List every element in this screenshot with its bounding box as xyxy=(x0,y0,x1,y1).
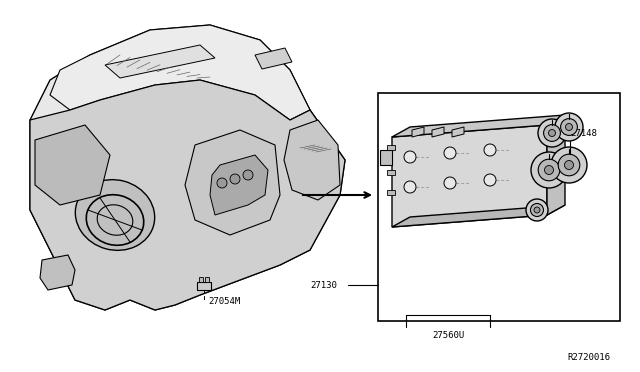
Bar xyxy=(387,190,395,195)
Polygon shape xyxy=(40,255,75,290)
Polygon shape xyxy=(185,130,280,235)
Bar xyxy=(199,277,203,282)
Polygon shape xyxy=(35,125,110,205)
Ellipse shape xyxy=(534,207,540,213)
Ellipse shape xyxy=(555,113,583,141)
Ellipse shape xyxy=(76,180,155,250)
Ellipse shape xyxy=(538,159,560,181)
Polygon shape xyxy=(30,25,345,310)
Polygon shape xyxy=(392,205,565,227)
Ellipse shape xyxy=(564,160,573,170)
Circle shape xyxy=(444,177,456,189)
Circle shape xyxy=(243,170,253,180)
Polygon shape xyxy=(452,127,464,137)
Polygon shape xyxy=(392,125,547,227)
Polygon shape xyxy=(255,48,292,69)
Polygon shape xyxy=(284,120,340,200)
Text: 27148: 27148 xyxy=(570,128,597,138)
Ellipse shape xyxy=(526,199,548,221)
Circle shape xyxy=(404,181,416,193)
Bar xyxy=(378,93,620,321)
Bar xyxy=(197,282,211,290)
Ellipse shape xyxy=(548,129,556,137)
Polygon shape xyxy=(380,150,392,165)
Circle shape xyxy=(217,178,227,188)
Ellipse shape xyxy=(566,124,573,131)
Bar xyxy=(387,170,395,175)
Ellipse shape xyxy=(558,154,580,176)
Ellipse shape xyxy=(531,152,567,188)
Ellipse shape xyxy=(551,147,587,183)
Bar xyxy=(387,145,395,150)
Text: R2720016: R2720016 xyxy=(567,353,610,362)
Circle shape xyxy=(444,147,456,159)
Text: 27560U: 27560U xyxy=(432,330,464,340)
Bar xyxy=(205,277,209,282)
Polygon shape xyxy=(105,45,215,78)
Text: 27054M: 27054M xyxy=(208,298,240,307)
Circle shape xyxy=(230,174,240,184)
Circle shape xyxy=(484,144,496,156)
Polygon shape xyxy=(547,115,565,215)
Ellipse shape xyxy=(561,119,577,135)
Polygon shape xyxy=(392,115,565,137)
Polygon shape xyxy=(50,25,310,120)
Polygon shape xyxy=(432,127,444,137)
Text: 27130: 27130 xyxy=(310,280,337,289)
Ellipse shape xyxy=(531,203,543,217)
Circle shape xyxy=(404,151,416,163)
Polygon shape xyxy=(210,155,268,215)
Ellipse shape xyxy=(538,119,566,147)
Polygon shape xyxy=(412,127,424,137)
Ellipse shape xyxy=(545,166,554,174)
Polygon shape xyxy=(30,80,345,310)
Ellipse shape xyxy=(543,125,561,141)
Circle shape xyxy=(484,174,496,186)
